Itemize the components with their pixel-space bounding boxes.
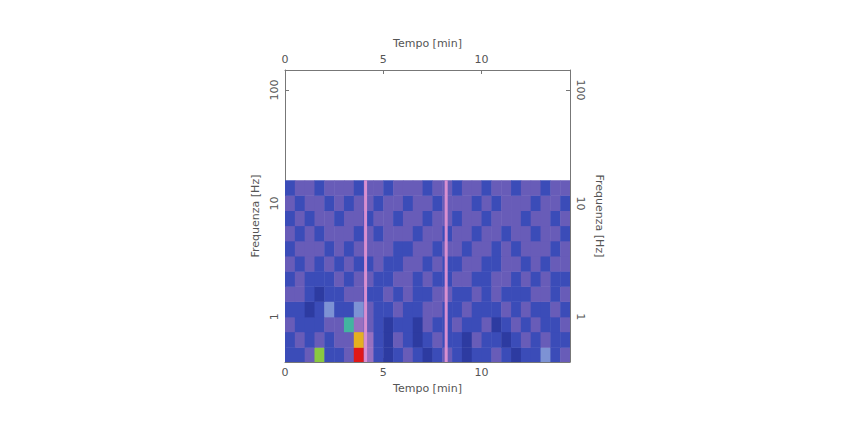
svg-text:Tempo [min]: Tempo [min]	[392, 37, 462, 50]
svg-text:0: 0	[282, 53, 289, 66]
svg-text:Frequenza [Hz]: Frequenza [Hz]	[249, 175, 262, 258]
svg-text:100: 100	[268, 79, 281, 100]
svg-text:Frequenza [Hz]: Frequenza [Hz]	[593, 175, 606, 258]
svg-text:1: 1	[268, 313, 281, 320]
svg-text:100: 100	[574, 79, 587, 100]
svg-text:0: 0	[282, 366, 289, 379]
svg-text:10: 10	[268, 196, 281, 210]
svg-text:5: 5	[380, 366, 387, 379]
svg-text:10: 10	[574, 196, 587, 210]
svg-text:Tempo [min]: Tempo [min]	[392, 382, 462, 395]
svg-text:10: 10	[475, 53, 489, 66]
svg-text:5: 5	[380, 53, 387, 66]
svg-text:1: 1	[574, 313, 587, 320]
svg-text:10: 10	[475, 366, 489, 379]
